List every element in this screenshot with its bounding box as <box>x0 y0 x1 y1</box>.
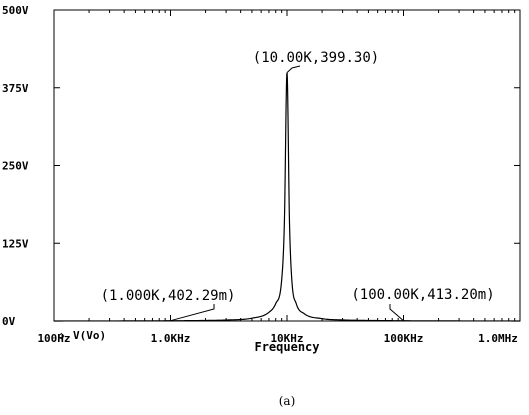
annotation-leaders <box>170 65 404 322</box>
x-tick-label-100khz: 100KHz <box>384 332 424 345</box>
y-tick-label-250: 250V <box>2 160 29 173</box>
x-tick-label-1khz: 1.0KHz <box>151 332 191 345</box>
annotation-1khz: (1.000K,402.29m) <box>101 288 236 304</box>
annotation-leader-2 <box>389 304 404 322</box>
tick-marks <box>53 9 521 322</box>
x-tick-label-100hz: 100Hz <box>37 332 70 345</box>
y-tick-label-375: 375V <box>2 82 29 95</box>
legend-marker-icon: ◇ <box>58 329 65 342</box>
x-tick-label-1mhz: 1.0MHz <box>478 332 518 345</box>
legend-label: V(Vo) <box>73 329 106 342</box>
annotation-peak: (10.00K,399.30) <box>253 50 379 66</box>
y-tick-label-0: 0V <box>2 315 16 328</box>
x-axis-title: Frequency <box>254 340 319 354</box>
annotation-100khz: (100.00K,413.20m) <box>351 287 494 303</box>
x-tick-label-10khz: 10KHz <box>270 332 303 345</box>
series-line-vvo <box>53 72 521 322</box>
y-tick-label-500: 500V <box>2 4 29 17</box>
annotation-leader-1 <box>170 304 215 322</box>
annotation-leader-0 <box>286 65 301 73</box>
figure-caption: (a) <box>279 394 296 408</box>
y-tick-label-125: 125V <box>2 237 29 250</box>
